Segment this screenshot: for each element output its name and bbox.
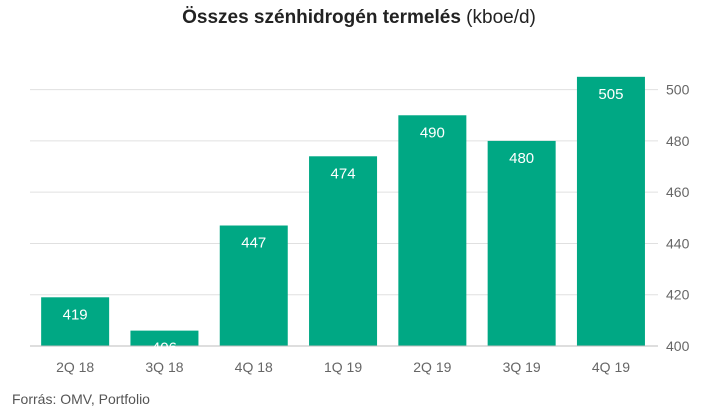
bar <box>576 76 645 347</box>
bar <box>398 115 467 346</box>
data-label: 419 <box>63 306 88 323</box>
x-tick-label: 1Q 19 <box>324 359 362 375</box>
data-label: 490 <box>420 124 445 141</box>
bar <box>130 330 199 346</box>
y-tick-label: 480 <box>666 133 690 149</box>
bar <box>41 297 110 346</box>
x-tick-label: 4Q 19 <box>592 359 630 375</box>
x-tick-label: 4Q 18 <box>235 359 273 375</box>
chart-title-main: Összes szénhidrogén termelés <box>182 7 461 28</box>
y-tick-label: 400 <box>666 338 690 354</box>
bar <box>487 140 556 346</box>
data-label: 406 <box>152 340 177 357</box>
labels: 400 420 440 460 480 500 419 2Q 18 406 3Q 18 447 4Q … <box>56 82 689 375</box>
data-label: 474 <box>331 165 356 182</box>
x-tick-label: 3Q 18 <box>145 359 183 375</box>
y-tick-label: 460 <box>666 184 690 200</box>
bar <box>219 225 288 346</box>
y-tick-label: 420 <box>666 287 690 303</box>
data-label: 505 <box>598 86 623 103</box>
x-tick-label: 2Q 19 <box>413 359 451 375</box>
data-label: 480 <box>509 150 534 167</box>
bar <box>309 156 378 346</box>
bars <box>41 76 645 347</box>
y-tick-label: 500 <box>666 82 690 98</box>
chart-title-unit: (kboe/d) <box>466 7 536 28</box>
x-tick-label: 3Q 19 <box>503 359 541 375</box>
chart-title: Összes szénhidrogén termelés (kboe/d) <box>0 7 718 29</box>
source-note: Forrás: OMV, Portfolio <box>12 391 150 407</box>
y-tick-label: 440 <box>666 235 690 251</box>
data-label: 447 <box>241 235 266 252</box>
x-tick-label: 2Q 18 <box>56 359 94 375</box>
